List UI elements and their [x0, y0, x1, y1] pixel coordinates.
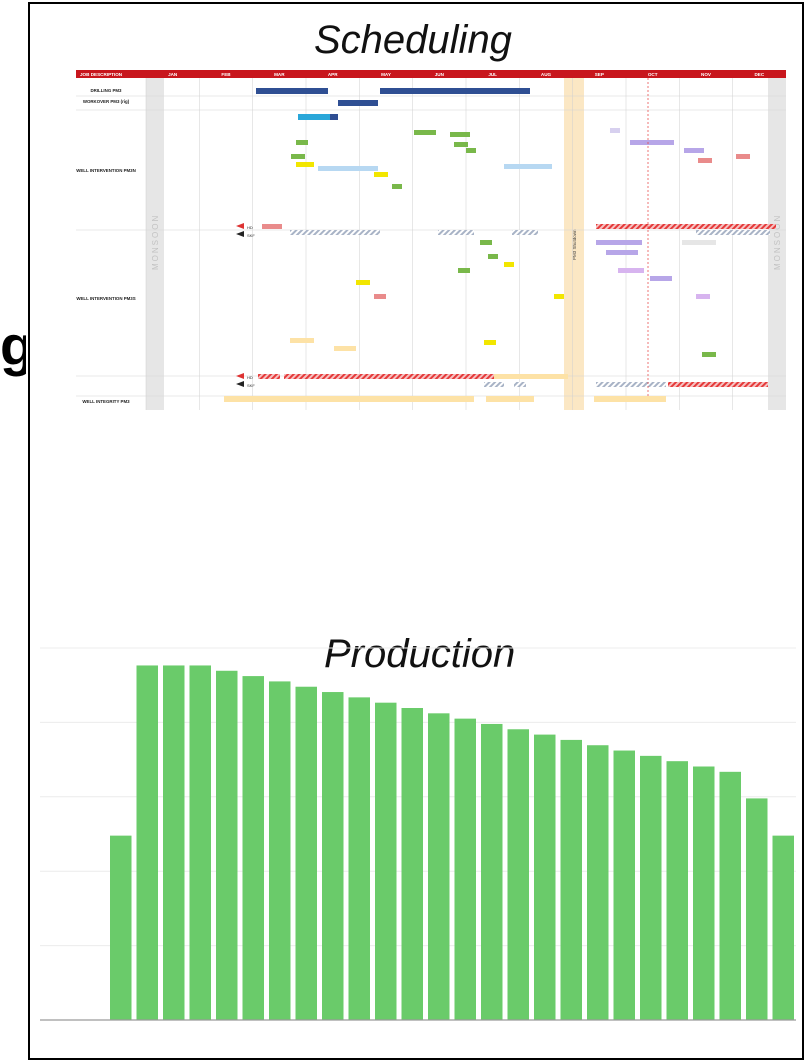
svg-text:SKF: SKF [247, 383, 255, 388]
month-header-may: MAY [381, 72, 391, 77]
production-bar-17 [534, 734, 556, 1020]
pm3n-activities [262, 128, 750, 229]
month-header-aug: AUG [541, 72, 552, 77]
production-bar-18 [560, 739, 582, 1020]
workover-bar-small [330, 114, 338, 120]
pm3s-hd-continue [494, 374, 568, 379]
month-header-oct: OCT [648, 72, 658, 77]
production-bars [110, 665, 794, 1020]
workover-bar-cyan [298, 114, 330, 120]
production-bar-2 [136, 665, 158, 1020]
integrity-bar-3 [594, 396, 666, 402]
drilling-bar-1 [256, 88, 328, 94]
production-title: Production [324, 632, 516, 676]
gantt-month-headers: JAN FEB MAR APR MAY JUN JUL AUG SEP OCT NOV DEC [168, 72, 765, 77]
row-label-integrity: WELL INTEGRITY PM3 [82, 399, 130, 404]
cropped-left-glyph: g [0, 318, 26, 377]
gantt-background [76, 70, 786, 410]
svg-text:HD: HD [247, 225, 253, 230]
production-bar-12 [401, 708, 423, 1020]
drilling-bar-2 [380, 88, 530, 94]
production-bar-chart [40, 647, 796, 1021]
pm3s-hd-hatch-1 [258, 374, 280, 379]
pm3s-skf-hatch-3 [596, 382, 666, 387]
gantt-header-first: JOB DESCRIPTION [80, 72, 123, 77]
production-bar-6 [242, 676, 264, 1020]
legend-pm3n: HD SKF [236, 223, 255, 238]
integrity-bar-1 [224, 396, 474, 402]
production-bar-4 [189, 665, 211, 1020]
production-bar-13 [428, 713, 450, 1020]
month-header-apr: APR [328, 72, 338, 77]
monsoon-label-right: MONSOON [773, 214, 782, 270]
row-label-drilling: DRILLING PM3 [91, 88, 123, 93]
production-bar-11 [375, 702, 397, 1020]
production-bar-8 [295, 686, 317, 1020]
month-header-sep: SEP [595, 72, 604, 77]
production-bar-20 [613, 750, 635, 1020]
month-header-jun: JUN [435, 72, 445, 77]
production-bar-3 [163, 665, 185, 1020]
production-bar-19 [587, 745, 609, 1020]
row-label-workover: WORKOVER PM3 (rig) [83, 99, 130, 104]
pm3n-grey-hatch-right [696, 230, 770, 235]
production-bar-22 [666, 761, 688, 1020]
month-header-jul: JUL [488, 72, 497, 77]
production-bar-24 [719, 771, 741, 1020]
row-label-intervention-pm3s: WELL INTERVENTION PM3S [76, 296, 135, 301]
pm3s-skf-hatch-1 [484, 382, 504, 387]
pm3s-activities [290, 240, 716, 357]
production-bar-26 [772, 835, 794, 1020]
month-header-mar: MAR [274, 72, 285, 77]
monsoon-label-left: MONSOON [151, 214, 160, 270]
shutdown-label: PM3 Shutdown [572, 229, 577, 260]
monsoon-band-right [768, 78, 786, 410]
pm3n-hatch-3 [512, 230, 538, 235]
pm3s-red-hatch [668, 382, 768, 387]
production-bar-23 [693, 766, 715, 1020]
scheduling-title: Scheduling [314, 18, 512, 62]
production-bar-25 [746, 798, 768, 1020]
scheduling-gantt-chart: JOB DESCRIPTION JAN FEB MAR APR MAY JUN JUL AUG… [76, 70, 786, 410]
production-bar-1 [110, 835, 132, 1020]
month-header-feb: FEB [221, 72, 231, 77]
pm3s-skf-hatch-2 [514, 382, 526, 387]
production-bar-10 [348, 697, 370, 1020]
production-bar-9 [322, 692, 344, 1020]
production-bar-15 [481, 723, 503, 1020]
integrity-bar-2 [486, 396, 534, 402]
production-bar-14 [454, 718, 476, 1020]
production-bar-21 [640, 755, 662, 1020]
pm3n-red-hatch [596, 224, 776, 229]
production-bar-16 [507, 729, 529, 1020]
workover-bar-navy [338, 100, 378, 106]
shutdown-band [564, 78, 584, 410]
pm3n-hatch-2 [438, 230, 474, 235]
row-label-intervention-pm3n: WELL INTERVENTION PM3N [76, 168, 136, 173]
svg-text:HD: HD [247, 375, 253, 380]
month-header-jan: JAN [168, 72, 178, 77]
monsoon-band-left [146, 78, 164, 410]
legend-pm3s: HD SKF [236, 373, 255, 388]
production-bar-7 [269, 681, 291, 1020]
pm3s-hd-hatch-2 [284, 374, 494, 379]
gantt-header-band [76, 70, 786, 78]
month-header-nov: NOV [701, 72, 712, 77]
month-header-dec: DEC [754, 72, 764, 77]
production-bar-5 [216, 670, 238, 1020]
pm3n-skf-hatch [290, 230, 380, 235]
svg-text:SKF: SKF [247, 233, 255, 238]
